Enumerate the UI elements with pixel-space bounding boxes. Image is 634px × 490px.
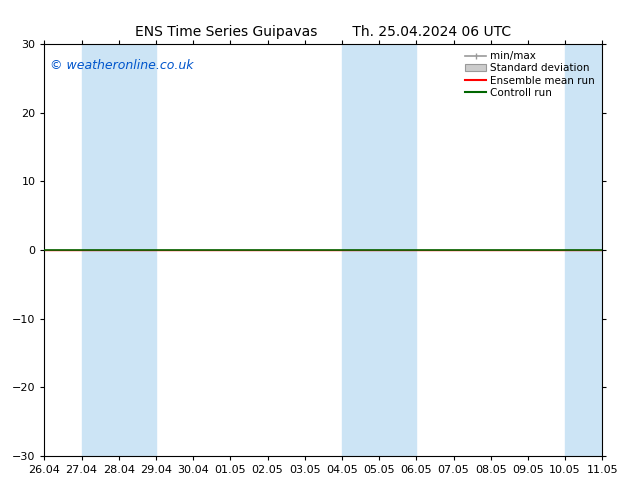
Title: ENS Time Series Guipavas        Th. 25.04.2024 06 UTC: ENS Time Series Guipavas Th. 25.04.2024 … [135, 25, 512, 39]
Legend: min/max, Standard deviation, Ensemble mean run, Controll run: min/max, Standard deviation, Ensemble me… [463, 49, 597, 100]
Text: © weatheronline.co.uk: © weatheronline.co.uk [50, 58, 193, 72]
Bar [342, 44, 417, 456]
Bar [82, 44, 156, 456]
Bar [565, 44, 602, 456]
